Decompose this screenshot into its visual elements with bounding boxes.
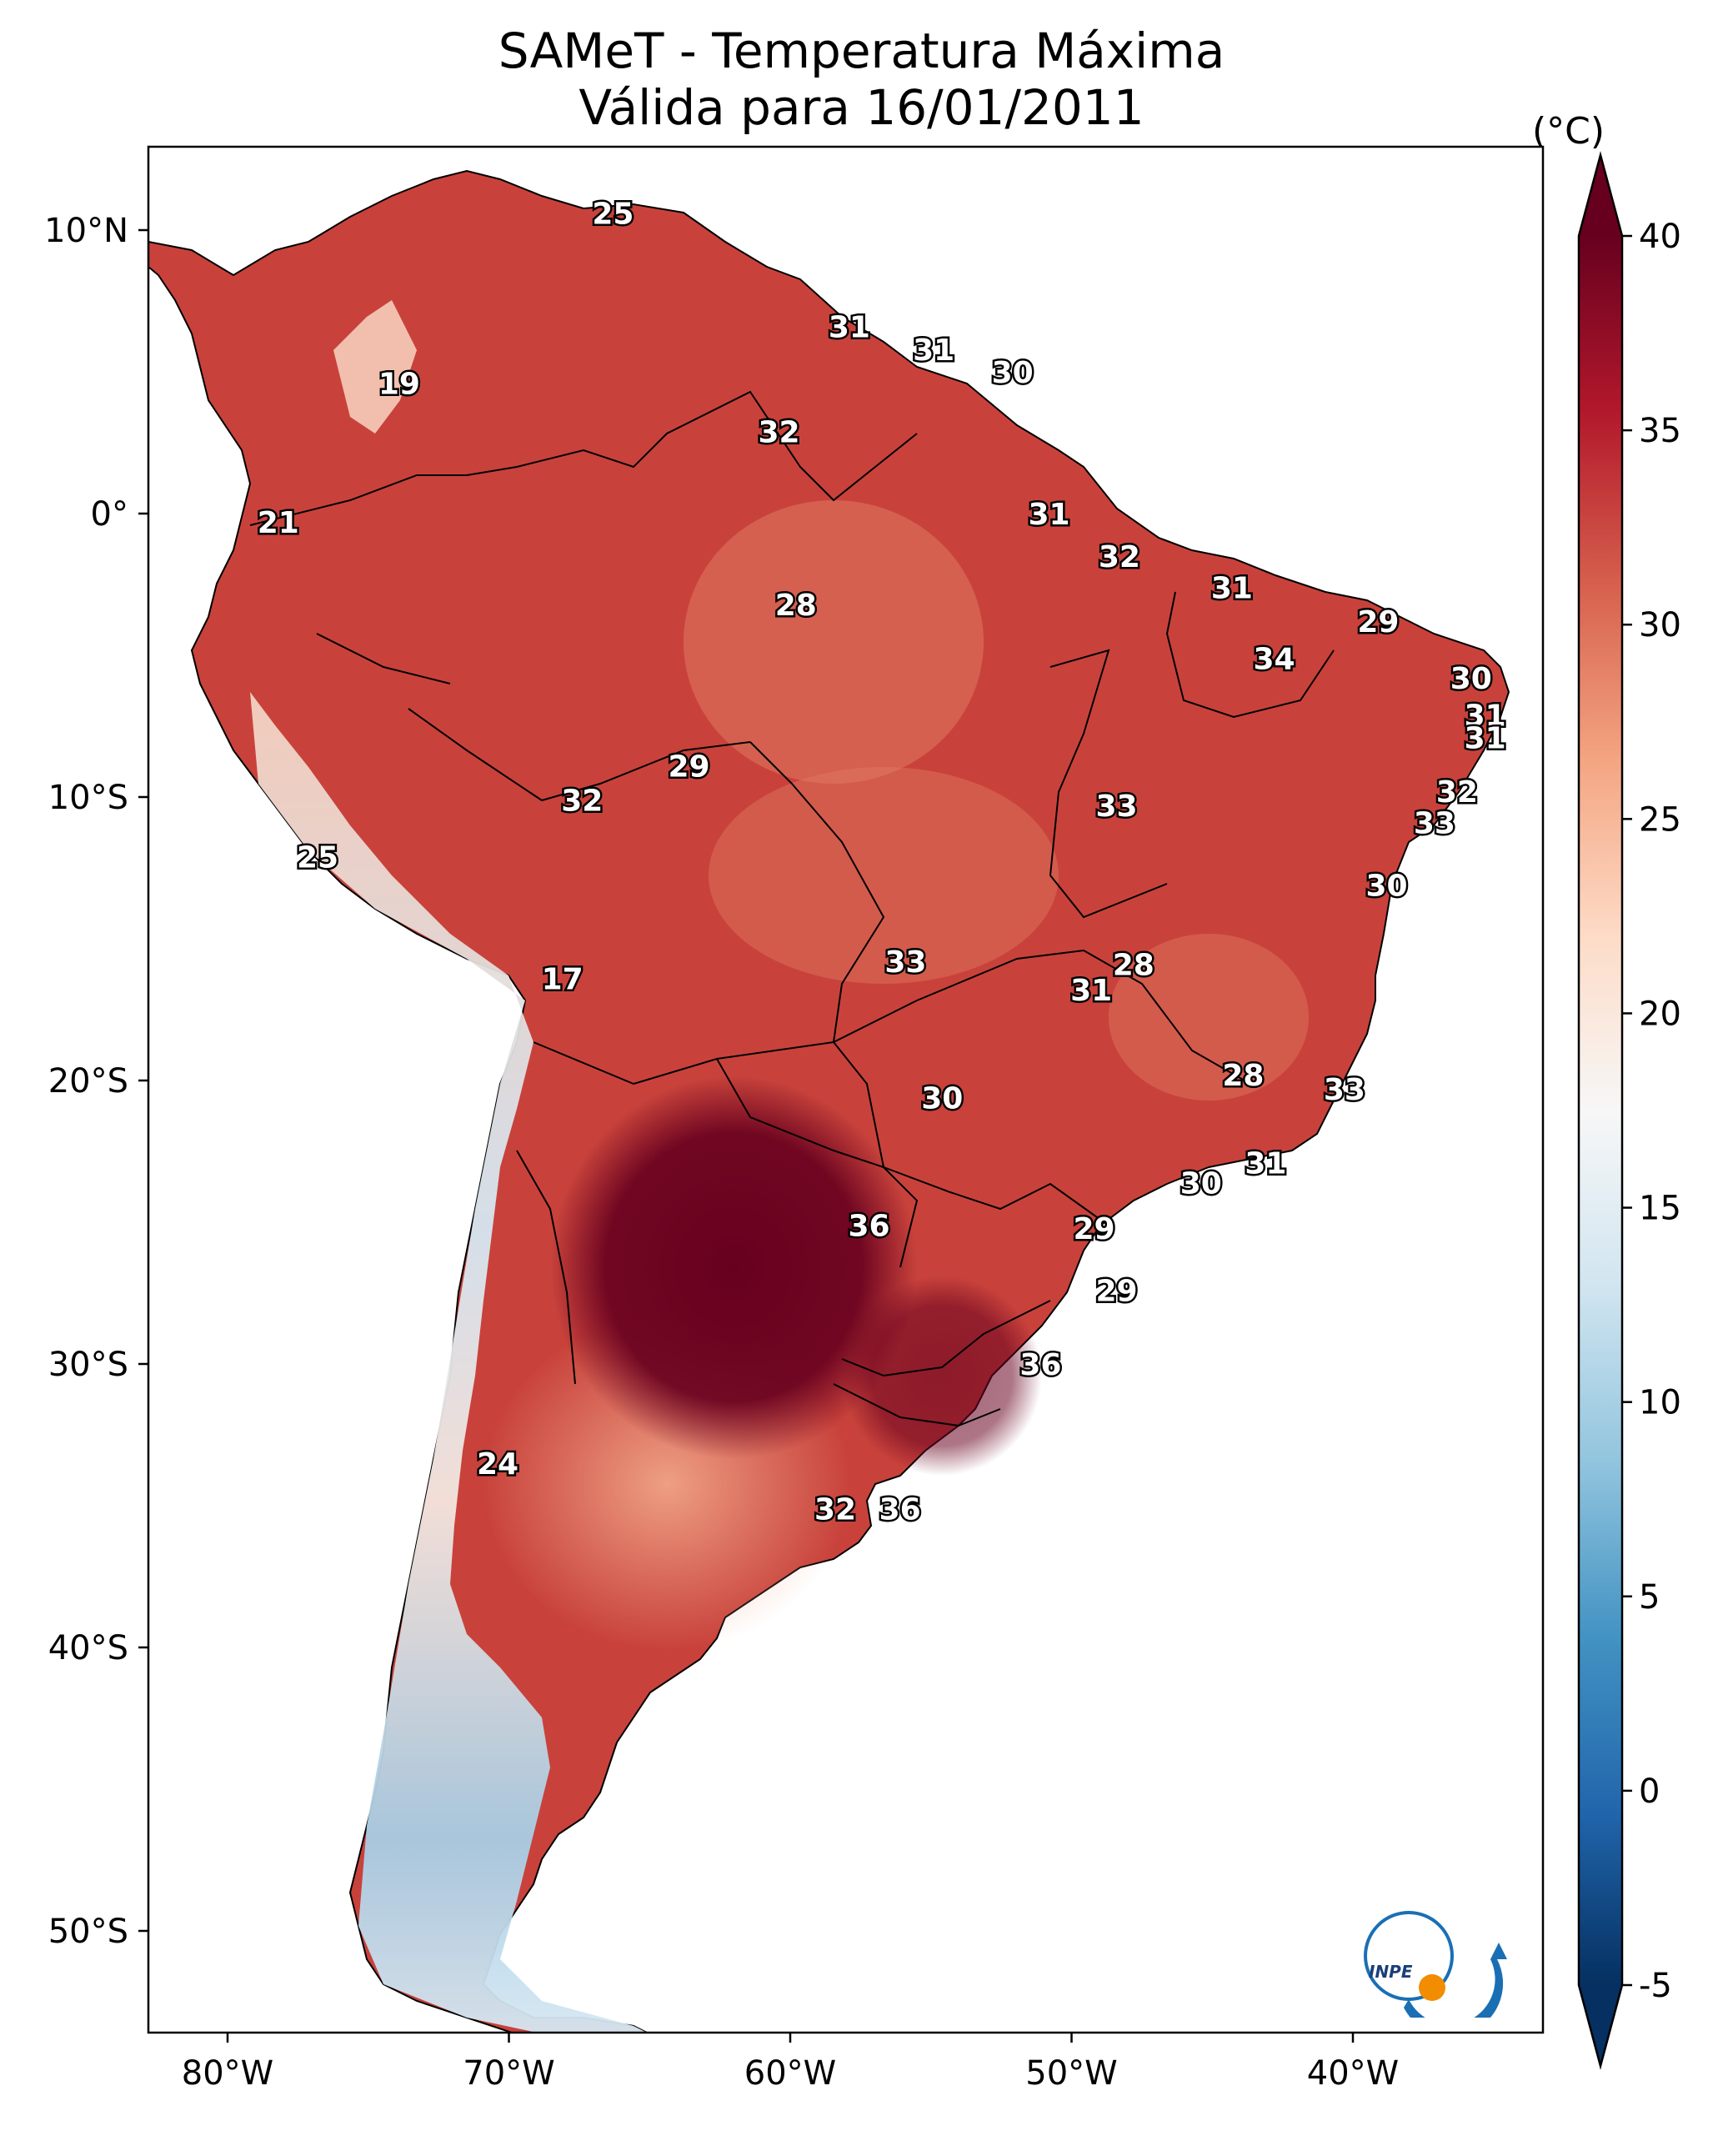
colorbar-tick-label: 20 — [1639, 995, 1681, 1033]
colorbar-ticks: 40 35 30 25 20 15 10 5 0 -5 — [1622, 218, 1681, 2005]
contour-label: 32 — [814, 1492, 856, 1527]
contour-label: 30 — [1365, 869, 1407, 903]
lon-tick-label: 60°W — [744, 2054, 836, 2093]
inpe-logo: INPE — [1364, 1911, 1507, 2018]
contour-label: 33 — [1324, 1073, 1365, 1107]
contour-label: 31 — [1070, 974, 1112, 1008]
lat-tick-label: 30°S — [48, 1346, 128, 1384]
contour-label: 31 — [1245, 1147, 1286, 1181]
lat-tick-label: 50°S — [48, 1913, 128, 1951]
contour-label: 24 — [477, 1447, 518, 1482]
contour-label: 19 — [378, 368, 420, 402]
contour-label: 29 — [668, 750, 709, 785]
lat-tick-label: 10°N — [44, 212, 128, 250]
svg-text:INPE: INPE — [1369, 1962, 1413, 1982]
contour-label: 33 — [1414, 807, 1455, 841]
contour-label: 30 — [921, 1081, 963, 1116]
map-subtitle: Válida para 16/01/2011 — [579, 79, 1144, 136]
map-frame — [147, 145, 1545, 2034]
colorbar-tick-label: 0 — [1639, 1772, 1660, 1811]
contour-label: 30 — [992, 356, 1034, 390]
contour-label: 34 — [1253, 642, 1295, 676]
contour-label: 32 — [1436, 775, 1478, 810]
contour-label: 32 — [561, 784, 603, 818]
chaco-hotspot — [550, 1075, 917, 1459]
minas-mild — [1109, 934, 1309, 1101]
lon-tick-label: 50°W — [1025, 2054, 1117, 2093]
lon-tick-label: 80°W — [182, 2054, 273, 2093]
contour-label: 28 — [1222, 1059, 1264, 1093]
contour-label: 31 — [1465, 722, 1506, 756]
colombia-andes-cool — [333, 300, 417, 434]
colorbar-tick-label: -5 — [1639, 1967, 1672, 2005]
political-borders — [249, 390, 1335, 1427]
lon-tick-label: 40°W — [1307, 2054, 1399, 2093]
contour-label: 31 — [1465, 699, 1506, 733]
contour-label: 28 — [1113, 949, 1155, 983]
contour-label: 33 — [884, 945, 926, 980]
contour-label: 31 — [913, 333, 954, 368]
contour-label: 30 — [1450, 662, 1492, 696]
colorbar-tick-label: 25 — [1639, 800, 1681, 839]
continent-layer — [148, 169, 1510, 2033]
contour-label: 36 — [879, 1492, 921, 1527]
central-amazon-mild — [684, 500, 984, 784]
lat-tick-label: 10°S — [48, 779, 128, 817]
contour-label: 21 — [258, 506, 299, 540]
contour-label: 29 — [1095, 1275, 1137, 1309]
contour-label: 33 — [1095, 790, 1137, 824]
lat-tick-label: 20°S — [48, 1062, 128, 1101]
colorbar-units: (°C) — [1532, 110, 1605, 153]
colorbar-tick-label: 40 — [1639, 218, 1681, 256]
colorbar-tick-label: 15 — [1639, 1190, 1681, 1228]
map-title: SAMeT - Temperatura Máxima — [498, 23, 1225, 79]
mato-grosso-mild — [709, 767, 1059, 984]
contour-label: 31 — [1028, 498, 1069, 532]
contour-label: 29 — [1073, 1212, 1114, 1246]
colorbar-tick-label: 30 — [1639, 606, 1681, 644]
lat-tick-label: 40°S — [48, 1629, 128, 1667]
contour-label: 17 — [542, 963, 584, 997]
inpe-logo-dot — [1419, 1974, 1445, 2001]
longitude-axis: 80°W 70°W 60°W 50°W 40°W — [182, 2033, 1399, 2093]
latitude-axis: 10°N 0° 10°S 20°S 30°S 40°S 50°S — [44, 212, 148, 1951]
colorbar: 40 35 30 25 20 15 10 5 0 -5 — [1577, 151, 1681, 2070]
colorbar-tick-label: 5 — [1639, 1578, 1660, 1617]
contour-label: 36 — [848, 1209, 889, 1243]
contour-label: 25 — [297, 840, 338, 875]
contour-label: 31 — [1211, 571, 1253, 605]
inpe-logo-arrow — [1404, 1943, 1507, 2018]
contour-label: 25 — [592, 198, 634, 232]
andes-cool-band — [250, 692, 647, 2033]
rio-grande-do-sul-hotspot — [842, 1276, 1042, 1476]
lon-tick-label: 70°W — [463, 2054, 554, 2093]
contour-label: 31 — [829, 311, 870, 345]
contour-label: 29 — [1357, 605, 1399, 639]
colorbar-min-extension — [1579, 1985, 1622, 2066]
colorbar-tick-label: 10 — [1639, 1384, 1681, 1422]
colorbar-tick-label: 35 — [1639, 412, 1681, 450]
colorbar-max-extension — [1579, 155, 1622, 236]
lat-tick-label: 0° — [91, 495, 128, 534]
contour-label: 32 — [758, 415, 799, 449]
contour-label: 30 — [1180, 1166, 1222, 1201]
colorbar-body — [1579, 236, 1622, 1985]
contour-label: 32 — [1099, 540, 1140, 574]
contour-label: 28 — [775, 589, 817, 623]
contour-label: 36 — [1019, 1348, 1061, 1382]
